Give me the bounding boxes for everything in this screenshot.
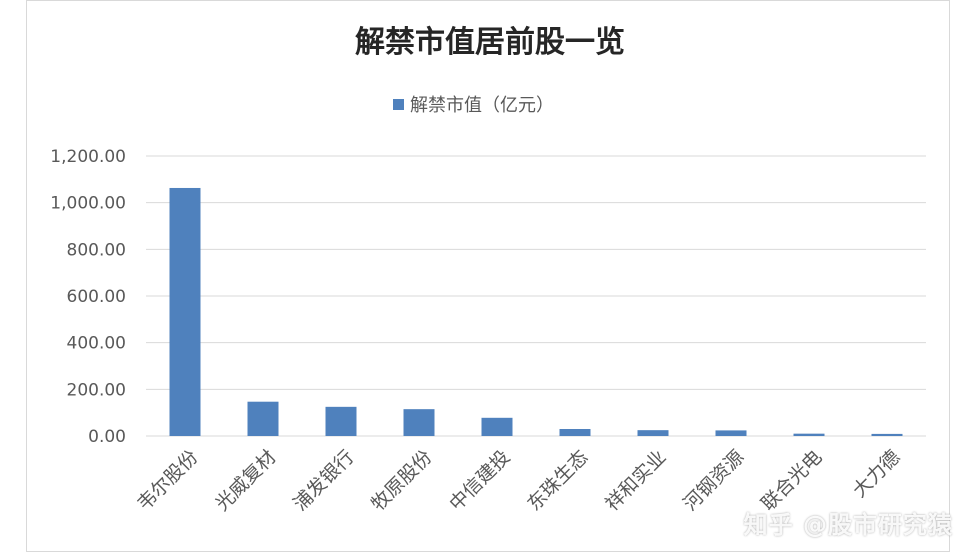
x-tick-label: 浦发银行 bbox=[289, 446, 358, 515]
y-tick-label: 600.00 bbox=[67, 287, 126, 307]
y-tick-label: 1,200.00 bbox=[50, 147, 126, 167]
x-tick-label: 东珠生态 bbox=[523, 446, 592, 515]
x-tick-label: 河钢资源 bbox=[679, 446, 748, 515]
bars bbox=[169, 187, 903, 436]
chart-title: 解禁市值居前股一览 bbox=[355, 25, 625, 60]
bar bbox=[481, 417, 513, 436]
y-tick-label: 1,000.00 bbox=[50, 194, 126, 214]
bar bbox=[715, 430, 747, 436]
x-tick-label: 联合光电 bbox=[757, 446, 826, 515]
grid-lines bbox=[146, 155, 926, 437]
y-tick-label: 800.00 bbox=[67, 240, 126, 260]
bar bbox=[637, 430, 669, 436]
bar bbox=[247, 401, 279, 436]
x-tick-label: 牧原股份 bbox=[367, 446, 436, 515]
x-tick-label: 大力德 bbox=[849, 446, 905, 502]
bar bbox=[793, 433, 825, 436]
x-tick-label: 光威复材 bbox=[211, 446, 280, 515]
y-tick-label: 400.00 bbox=[67, 334, 126, 354]
legend-swatch bbox=[393, 99, 404, 110]
y-tick-label: 0.00 bbox=[88, 427, 126, 447]
bar bbox=[559, 429, 591, 436]
y-axis: 0.00 200.00 400.00 600.00 800.00 1,000.00 1,20… bbox=[50, 147, 126, 447]
x-tick-label: 中信建投 bbox=[445, 446, 514, 515]
legend: 解禁市值（亿元） bbox=[393, 95, 554, 116]
bar bbox=[403, 409, 435, 436]
bar bbox=[169, 187, 201, 436]
y-tick-label: 200.00 bbox=[67, 380, 126, 400]
legend-label: 解禁市值（亿元） bbox=[410, 95, 554, 116]
x-tick-label: 祥和实业 bbox=[601, 446, 670, 515]
x-tick-label: 韦尔股份 bbox=[133, 446, 202, 515]
x-axis: 韦尔股份 光威复材 浦发银行 牧原股份 中信建投 东珠生态 祥和实业 河钢资源 联合光电 大力德 bbox=[133, 446, 904, 515]
bar bbox=[871, 433, 903, 436]
bar bbox=[325, 406, 357, 436]
